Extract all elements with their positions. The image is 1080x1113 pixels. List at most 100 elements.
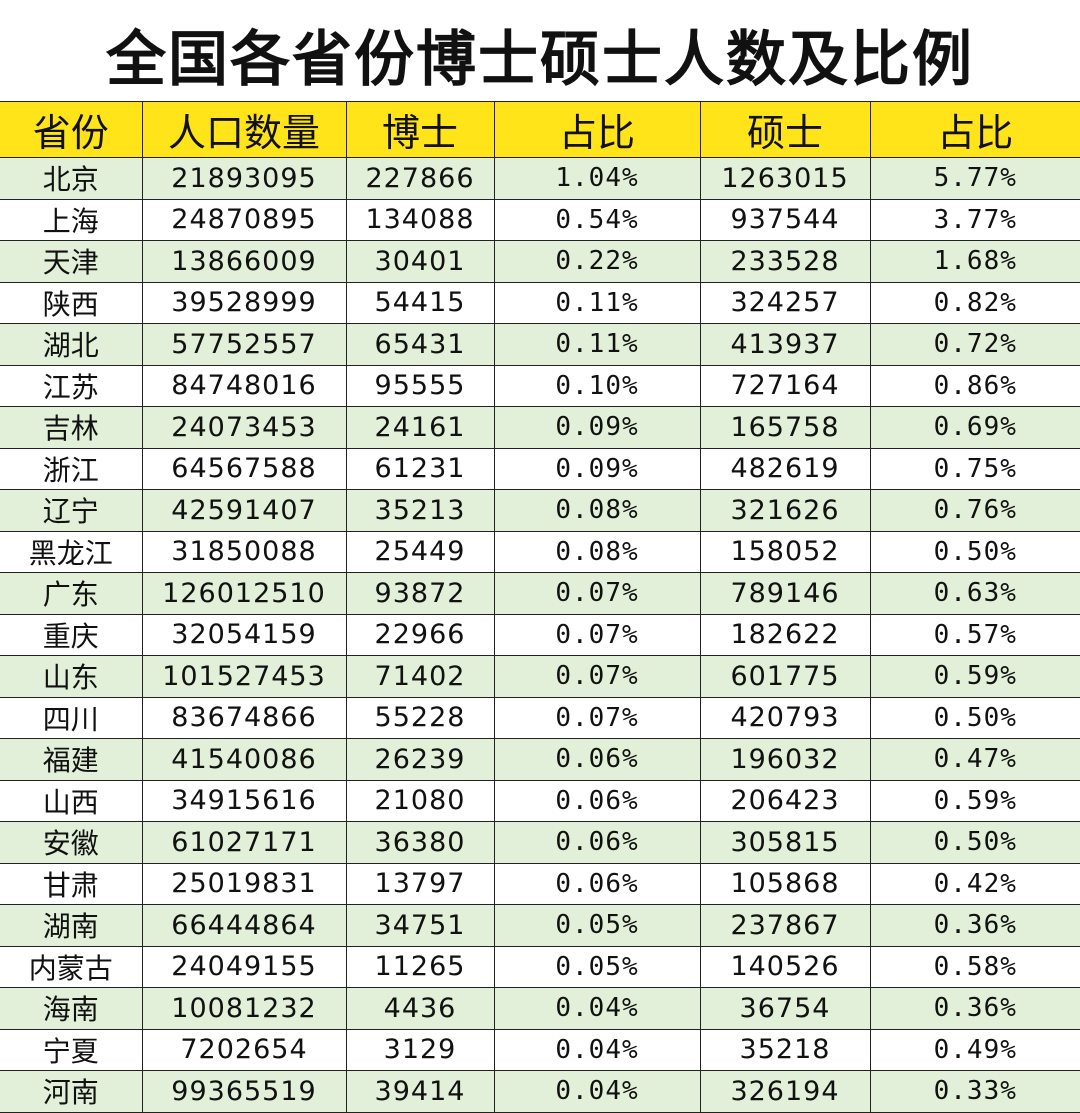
doctor-cell: 11265	[346, 946, 495, 988]
population-cell: 66444864	[142, 904, 347, 947]
population-cell: 99365519	[142, 1070, 347, 1113]
master-cell: 233528	[700, 240, 871, 283]
master-ratio-cell: 0.33%	[870, 1070, 1080, 1113]
master-cell: 321626	[700, 489, 871, 532]
master-ratio-cell: 0.59%	[870, 780, 1080, 822]
master-ratio-cell: 0.69%	[870, 406, 1080, 449]
table-row: 安徽 61027171 36380 0.06% 305815 0.50%	[0, 821, 1080, 864]
population-cell: 42591407	[142, 489, 347, 532]
province-cell: 吉林	[0, 406, 143, 449]
doctor-ratio-cell: 0.05%	[494, 946, 701, 988]
doctor-ratio-cell: 0.11%	[494, 282, 701, 324]
doctor-cell: 30401	[346, 240, 495, 283]
population-cell: 83674866	[142, 697, 347, 739]
table-row: 山西 34915616 21080 0.06% 206423 0.59%	[0, 780, 1080, 822]
header-doctor: 博士	[346, 101, 495, 158]
master-ratio-cell: 0.49%	[870, 1029, 1080, 1071]
doctor-ratio-cell: 0.10%	[494, 365, 701, 407]
table-row: 甘肃 25019831 13797 0.06% 105868 0.42%	[0, 863, 1080, 905]
master-ratio-cell: 0.76%	[870, 489, 1080, 532]
master-cell: 237867	[700, 904, 871, 947]
population-cell: 24870895	[142, 199, 347, 241]
master-cell: 36754	[700, 987, 871, 1030]
population-cell: 101527453	[142, 655, 347, 698]
table-row: 湖北 57752557 65431 0.11% 413937 0.72%	[0, 323, 1080, 366]
master-cell: 1263015	[700, 157, 871, 200]
master-cell: 165758	[700, 406, 871, 449]
doctor-ratio-cell: 0.08%	[494, 531, 701, 573]
doctor-ratio-cell: 1.04%	[494, 157, 701, 200]
doctor-ratio-cell: 0.07%	[494, 697, 701, 739]
doctor-cell: 25449	[346, 531, 495, 573]
province-cell: 黑龙江	[0, 531, 143, 573]
population-cell: 64567588	[142, 448, 347, 490]
master-ratio-cell: 0.57%	[870, 614, 1080, 656]
master-cell: 937544	[700, 199, 871, 241]
population-cell: 7202654	[142, 1029, 347, 1071]
doctor-ratio-cell: 0.08%	[494, 489, 701, 532]
master-ratio-cell: 0.36%	[870, 987, 1080, 1030]
doctor-cell: 22966	[346, 614, 495, 656]
doctor-ratio-cell: 0.09%	[494, 406, 701, 449]
province-cell: 四川	[0, 697, 143, 739]
master-ratio-cell: 0.42%	[870, 863, 1080, 905]
doctor-ratio-cell: 0.11%	[494, 323, 701, 366]
master-cell: 105868	[700, 863, 871, 905]
doctor-ratio-cell: 0.07%	[494, 614, 701, 656]
doctor-cell: 3129	[346, 1029, 495, 1071]
population-cell: 61027171	[142, 821, 347, 864]
table-row: 福建 41540086 26239 0.06% 196032 0.47%	[0, 738, 1080, 781]
table-row: 宁夏 7202654 3129 0.04% 35218 0.49%	[0, 1029, 1080, 1071]
master-cell: 326194	[700, 1070, 871, 1113]
doctor-ratio-cell: 0.04%	[494, 987, 701, 1030]
doctor-cell: 134088	[346, 199, 495, 241]
table-row: 山东 101527453 71402 0.07% 601775 0.59%	[0, 655, 1080, 698]
table-row: 四川 83674866 55228 0.07% 420793 0.50%	[0, 697, 1080, 739]
doctor-cell: 26239	[346, 738, 495, 781]
master-ratio-cell: 0.58%	[870, 946, 1080, 988]
province-cell: 北京	[0, 157, 143, 200]
province-cell: 山东	[0, 655, 143, 698]
doctor-ratio-cell: 0.06%	[494, 738, 701, 781]
master-cell: 35218	[700, 1029, 871, 1071]
doctor-cell: 36380	[346, 821, 495, 864]
province-cell: 甘肃	[0, 863, 143, 905]
population-cell: 57752557	[142, 323, 347, 366]
master-ratio-cell: 3.77%	[870, 199, 1080, 241]
province-cell: 浙江	[0, 448, 143, 490]
province-cell: 江苏	[0, 365, 143, 407]
population-cell: 25019831	[142, 863, 347, 905]
master-ratio-cell: 0.75%	[870, 448, 1080, 490]
doctor-ratio-cell: 0.07%	[494, 655, 701, 698]
population-cell: 32054159	[142, 614, 347, 656]
header-doctor-ratio: 占比	[494, 101, 701, 158]
table-row: 江苏 84748016 95555 0.10% 727164 0.86%	[0, 365, 1080, 407]
population-cell: 39528999	[142, 282, 347, 324]
table-row: 内蒙古 24049155 11265 0.05% 140526 0.58%	[0, 946, 1080, 988]
table-row: 重庆 32054159 22966 0.07% 182622 0.57%	[0, 614, 1080, 656]
master-cell: 601775	[700, 655, 871, 698]
table-row: 湖南 66444864 34751 0.05% 237867 0.36%	[0, 904, 1080, 947]
table-row: 陕西 39528999 54415 0.11% 324257 0.82%	[0, 282, 1080, 324]
province-cell: 湖北	[0, 323, 143, 366]
data-table: 省份 人口数量 博士 占比 硕士 占比 北京 21893095 227866 1.04…	[0, 101, 1080, 1113]
doctor-ratio-cell: 0.06%	[494, 821, 701, 864]
doctor-cell: 34751	[346, 904, 495, 947]
doctor-cell: 61231	[346, 448, 495, 490]
table-row: 北京 21893095 227866 1.04% 1263015 5.77%	[0, 157, 1080, 200]
population-cell: 24049155	[142, 946, 347, 988]
master-cell: 206423	[700, 780, 871, 822]
doctor-cell: 95555	[346, 365, 495, 407]
master-cell: 324257	[700, 282, 871, 324]
province-cell: 陕西	[0, 282, 143, 324]
table-row: 上海 24870895 134088 0.54% 937544 3.77%	[0, 199, 1080, 241]
header-master-ratio: 占比	[870, 101, 1080, 158]
header-population: 人口数量	[142, 101, 347, 158]
table-row: 海南 10081232 4436 0.04% 36754 0.36%	[0, 987, 1080, 1030]
master-ratio-cell: 0.86%	[870, 365, 1080, 407]
table-row: 辽宁 42591407 35213 0.08% 321626 0.76%	[0, 489, 1080, 532]
province-cell: 宁夏	[0, 1029, 143, 1071]
population-cell: 10081232	[142, 987, 347, 1030]
doctor-ratio-cell: 0.05%	[494, 904, 701, 947]
master-cell: 196032	[700, 738, 871, 781]
